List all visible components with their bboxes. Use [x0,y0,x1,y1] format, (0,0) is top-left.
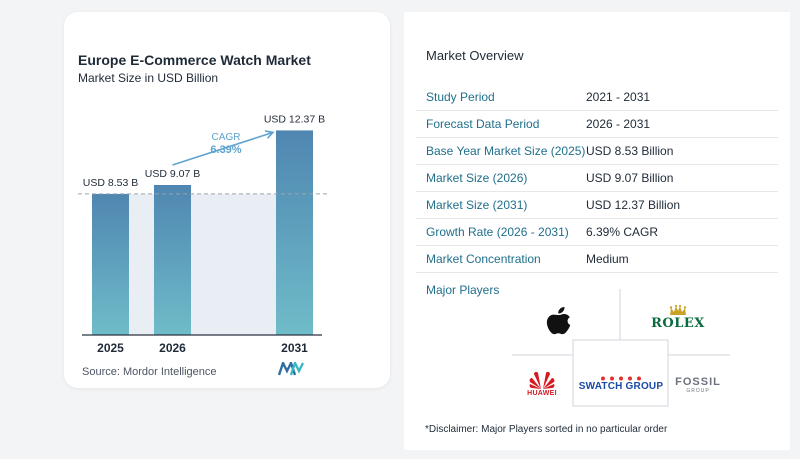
bar-2031 [276,130,313,335]
table-row: Market Size (2026) USD 9.07 Billion [416,165,778,192]
fossil-group-logo: FOSSIL GROUP [672,374,724,396]
row-value: Medium [586,252,629,266]
cagr-arrow-head [264,130,275,139]
chart-title: Europe E-Commerce Watch Market [78,52,311,68]
data-label-2026: USD 9.07 B [145,168,200,180]
row-value: 2026 - 2031 [586,117,651,131]
row-key: Forecast Data Period [426,117,540,131]
table-row: Market Concentration Medium [416,246,778,273]
cagr-arrow-line [172,131,274,166]
fossil-wordmark: FOSSIL [675,376,721,388]
table-row: Base Year Market Size (2025) USD 8.53 Bi… [416,138,778,165]
row-key: Base Year Market Size (2025) [426,144,586,158]
row-key: Growth Rate (2026 - 2031) [426,225,569,239]
huawei-wordmark: HUAWEI [527,389,557,397]
bar-2025 [92,193,129,335]
tick-label-2026: 2026 [159,341,186,355]
major-players-label: Major Players [426,283,500,297]
row-value: USD 9.07 Billion [586,171,674,185]
bar-2026 [154,184,191,335]
row-value: USD 8.53 Billion [586,144,674,158]
row-key: Study Period [426,90,495,104]
table-row: Study Period 2021 - 2031 [416,84,778,111]
huawei-logo: HUAWEI [520,366,564,400]
cagr-label: CAGR [212,132,241,143]
apple-logo-icon [541,302,577,338]
table-row: Market Size (2031) USD 12.37 Billion [416,192,778,219]
cagr-value: 6.39% [210,144,241,156]
overview-table: Study Period 2021 - 2031 Forecast Data P… [416,84,778,273]
rolex-wordmark: ROLEX [651,316,705,331]
grid-divider [572,339,669,407]
row-value: 2021 - 2031 [586,90,651,104]
chart-subtitle: Market Size in USD Billion [78,71,219,85]
tick-label-2031: 2031 [281,341,308,355]
table-row: Growth Rate (2026 - 2031) 6.39% CAGR [416,219,778,246]
data-label-2031: USD 12.37 B [264,113,325,125]
rolex-logo: ROLEX [644,300,712,336]
tick-label-2025: 2025 [97,341,124,355]
row-value: USD 12.37 Billion [586,198,681,212]
crown-icon [669,305,687,315]
mordor-intelligence-logo [278,362,304,376]
swatch-wordmark: SWATCH GROUP [578,381,664,392]
overview-title: Market Overview [426,48,524,63]
disclaimer: *Disclaimer: Major Players sorted in no … [425,424,668,435]
fossil-subwordmark: GROUP [686,388,710,394]
swatch-dots-icon [601,376,641,381]
data-label-2025: USD 8.53 B [83,177,138,189]
swatch-group-logo: SWATCH GROUP [575,372,667,396]
row-value: 6.39% CAGR [586,225,659,239]
huawei-petals-icon [529,371,555,389]
table-row: Forecast Data Period 2026 - 2031 [416,111,778,138]
row-key: Market Size (2031) [426,198,528,212]
row-key: Market Concentration [426,252,541,266]
row-key: Market Size (2026) [426,171,528,185]
source-note: Source: Mordor Intelligence [82,366,217,378]
